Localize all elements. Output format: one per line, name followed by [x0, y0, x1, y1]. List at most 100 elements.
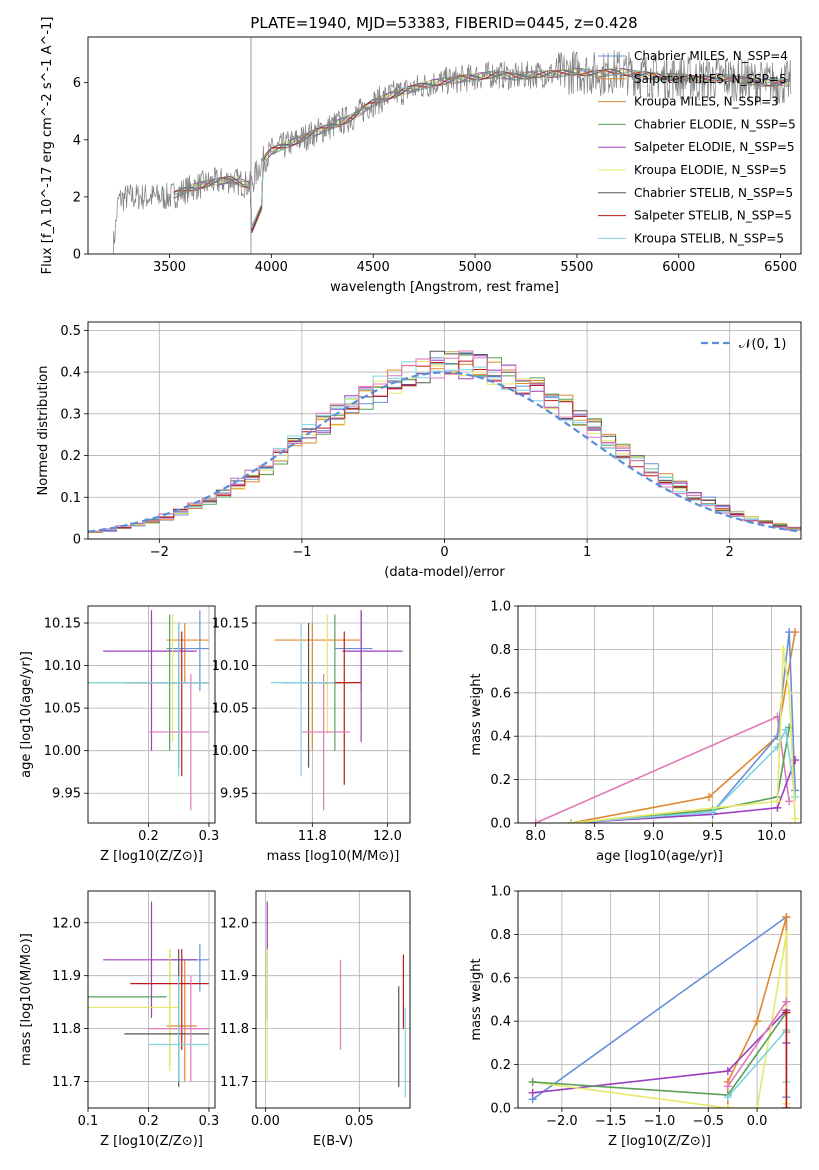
y-tick-label: 10.15	[212, 617, 249, 632]
point-marker	[753, 1104, 762, 1108]
data-spectrum-line	[112, 50, 792, 254]
x-tick-label: 1	[583, 545, 591, 560]
y-tick-label: 11.8	[52, 1022, 81, 1037]
x-tick-label: 0.00	[251, 1114, 280, 1129]
point-marker	[791, 792, 800, 801]
model-line	[173, 69, 790, 229]
legend-label: Salpeter ELODIE, N_SSP=5	[634, 140, 795, 154]
x-tick-label: 9.0	[643, 829, 664, 844]
x-tick-label: 8.0	[525, 829, 546, 844]
x-tick-label: 0.2	[138, 1114, 159, 1129]
y-tick-label: 10.05	[212, 702, 249, 717]
plots-layer: 3500 4000 4500 5000 5500 6000 6500 0 2 4 6 waveleng…	[19, 17, 802, 1149]
x-tick-label: 6000	[662, 260, 695, 275]
y-tick-label: 11.9	[52, 969, 81, 984]
point-marker	[785, 628, 794, 637]
x-axis-label: age [log10(age/yr)]	[596, 849, 723, 864]
panel-mass_vs_ebv: 0.00 0.05 11.7 11.8 11.9 12.0 E(B-V)	[220, 890, 411, 1149]
y-tick-label: 0.6	[490, 686, 511, 701]
y-tick-label: 9.95	[52, 787, 81, 802]
x-tick-label: 6500	[764, 260, 797, 275]
point-marker	[705, 792, 714, 801]
x-tick-label: 10.0	[757, 829, 786, 844]
y-tick-label: 11.8	[220, 1022, 249, 1037]
point-marker	[779, 645, 788, 654]
panel-mass_vs_Z: 0.1 0.2 0.3 11.7 11.8 11.9 12.0 Z [log10(Z/Z⊙)]…	[19, 890, 220, 1149]
x-axis-label: E(B-V)	[313, 1134, 353, 1149]
y-tick-label: 12.0	[220, 916, 249, 931]
axes-frame	[255, 890, 411, 1109]
x-tick-label: 3500	[153, 260, 186, 275]
x-tick-label: −0.5	[693, 1114, 725, 1129]
y-tick-label: 0.4	[490, 1015, 511, 1030]
point-marker	[531, 819, 540, 823]
plot-area-mass_vs_ebv	[266, 901, 406, 1098]
panel-age_vs_mass: 11.8 12.0 9.95 10.00 10.05 10.10 10.15 mass [lo…	[212, 605, 411, 864]
x-tick-label: −2	[150, 545, 169, 560]
legend-label: Chabrier ELODIE, N_SSP=5	[634, 117, 796, 131]
histogram-step	[88, 350, 801, 532]
x-axis-label: Z [log10(Z/Z⊙)]	[100, 1134, 203, 1149]
y-tick-label: 1.0	[490, 600, 511, 615]
x-tick-label: −1.0	[644, 1114, 676, 1129]
point-marker	[782, 913, 791, 922]
point-marker	[723, 1093, 732, 1102]
y-axis-label: Normed distribution	[36, 366, 51, 496]
x-tick-label: 0.3	[199, 829, 220, 844]
point-marker	[528, 1088, 537, 1097]
y-tick-label: 0	[73, 248, 81, 263]
y-tick-label: 10.10	[212, 659, 249, 674]
point-marker	[723, 1104, 732, 1108]
x-tick-label: 0.2	[138, 829, 159, 844]
legend-label: Salpeter STELIB, N_SSP=5	[634, 209, 792, 223]
axes-frame	[517, 890, 802, 1109]
y-tick-label: 0.2	[60, 449, 81, 464]
legend-label: Kroupa STELIB, N_SSP=5	[634, 231, 784, 245]
point-marker	[723, 1082, 732, 1091]
y-tick-label: 0.8	[490, 928, 511, 943]
y-axis-label: mass weight	[469, 958, 484, 1040]
y-tick-label: 0.8	[490, 643, 511, 658]
plot-area-age_vs_mass	[271, 610, 403, 811]
x-tick-label: 0.05	[345, 1114, 374, 1129]
axes-frame	[255, 605, 411, 824]
x-tick-label: 9.5	[702, 829, 723, 844]
x-tick-label: −2.0	[546, 1114, 578, 1129]
y-tick-label: 0.4	[60, 366, 81, 381]
point-marker	[785, 688, 794, 697]
model-line	[173, 67, 790, 227]
x-tick-label: 4500	[357, 260, 390, 275]
panel-weight_vs_age: 8.0 8.5 9.0 9.5 10.0 0.0 0.2 0.4 0.6 0.8 1.0 age [l…	[469, 600, 802, 864]
y-tick-label: 4	[73, 133, 81, 148]
point-marker	[753, 1017, 762, 1026]
panel-age_vs_Z: 0.2 0.3 9.95 10.00 10.05 10.10 10.15 Z [log10(Z…	[19, 605, 220, 864]
y-tick-label: 10.15	[44, 617, 81, 632]
y-tick-label: 6	[73, 76, 81, 91]
y-tick-label: 0.3	[60, 407, 81, 422]
x-axis-label: Z [log10(Z/Z⊙)]	[608, 1134, 711, 1149]
y-tick-label: 11.7	[52, 1075, 81, 1090]
y-tick-label: 1.0	[490, 885, 511, 900]
y-axis-label: mass [log10(M/M⊙)]	[19, 933, 34, 1066]
x-tick-label: 0	[440, 545, 448, 560]
x-axis-label: wavelength [Angstrom, rest frame]	[330, 280, 559, 295]
y-tick-label: 0.1	[60, 491, 81, 506]
point-marker	[708, 808, 717, 817]
y-tick-label: 0.6	[490, 971, 511, 986]
y-tick-label: 11.7	[220, 1075, 249, 1090]
x-tick-label: 5000	[459, 260, 492, 275]
point-marker	[782, 1008, 791, 1017]
weight-line	[532, 934, 788, 1108]
x-tick-label: 0.3	[199, 1114, 220, 1129]
histogram-step	[88, 350, 801, 532]
point-marker	[781, 725, 790, 734]
y-tick-label: 11.9	[220, 969, 249, 984]
point-marker	[791, 814, 800, 823]
point-marker	[782, 997, 791, 1006]
x-axis-label: (data-model)/error	[384, 565, 505, 580]
plot-area-age_vs_Z	[88, 610, 209, 811]
axes-frame	[87, 321, 802, 540]
x-tick-label: 0.1	[78, 1114, 99, 1129]
point-marker	[782, 930, 791, 939]
